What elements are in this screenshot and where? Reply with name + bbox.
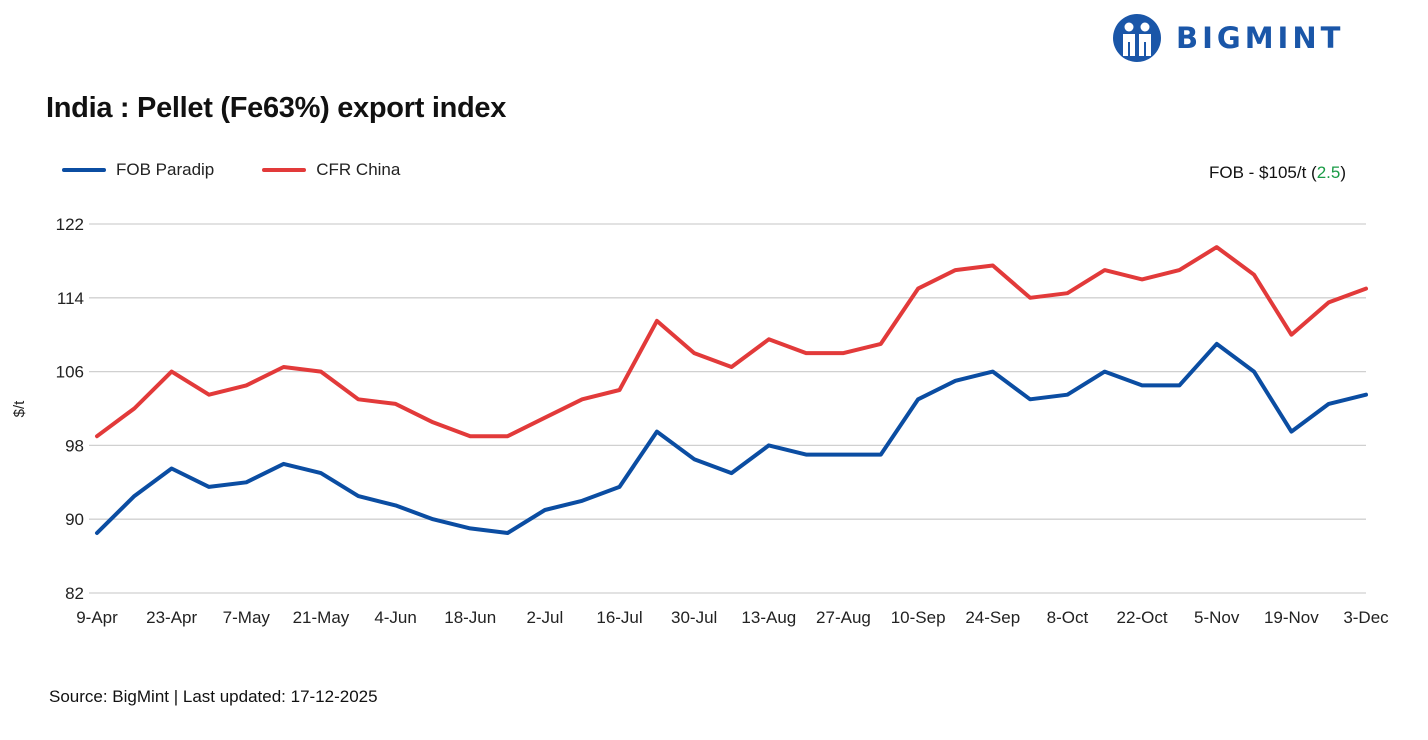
x-tick-label: 8-Oct [1047,608,1089,627]
legend-label-fob-paradip: FOB Paradip [116,160,215,179]
legend-item-fob-paradip: FOB Paradip [62,160,214,180]
brand-name: BIGMINT [1176,21,1345,55]
x-tick-label: 3-Dec [1343,608,1389,627]
x-tick-label: 30-Jul [671,608,717,627]
series-line-cfr-china [95,245,1368,439]
source-note: Source: BigMint | Last updated: 17-12-20… [49,687,378,706]
y-axis-label: $/t [11,400,28,418]
series-lines [95,245,1368,535]
x-tick-label: 10-Sep [891,608,946,627]
chart-legend: FOB Paradip CFR China [62,160,448,180]
legend-item-cfr-china: CFR China [262,160,400,180]
x-tick-label: 19-Nov [1264,608,1319,627]
x-tick-label: 27-Aug [816,608,871,627]
price-note-suffix: ) [1340,163,1346,182]
y-tick-label: 82 [65,584,84,603]
price-note-prefix: FOB - $105/t ( [1208,163,1317,182]
x-tick-label: 22-Oct [1117,608,1168,627]
x-tick-label: 2-Jul [526,608,563,627]
y-tick-label: 98 [65,436,84,455]
bigmint-figures-icon [1113,14,1161,62]
brand-logo: BIGMINT [1112,12,1344,64]
y-tick-label: 106 [56,363,84,382]
y-tick-label: 90 [65,510,84,529]
x-tick-label: 4-Jun [374,608,417,627]
legend-swatch-cfr-china [262,168,307,172]
legend-swatch-fob-paradip [62,168,106,172]
y-tick-label: 114 [57,289,84,308]
price-note: FOB - $105/t (2.5) [1209,163,1346,183]
x-tick-label: 24-Sep [965,608,1020,627]
x-tick-label: 23-Apr [146,608,197,627]
price-change: 2.5 [1316,163,1341,182]
y-tick-label: 122 [56,215,84,234]
x-tick-label: 21-May [293,608,350,627]
x-tick-label: 7-May [223,608,271,627]
x-tick-label: 18-Jun [444,608,496,627]
chart-title: India : Pellet (Fe63%) export index [46,92,507,124]
line-chart: 82 90 98 106 114 122 9-Apr 23-Apr 7-May 21-May 4-… [11,215,1389,627]
y-tick-labels: 82 90 98 106 114 122 [56,215,84,603]
legend-label-cfr-china: CFR China [316,160,401,179]
series-line-fob-paradip [95,341,1368,535]
grid-lines [89,223,1366,594]
x-tick-label: 13-Aug [741,608,796,627]
x-tick-labels: 9-Apr 23-Apr 7-May 21-May 4-Jun 18-Jun 2-Jul 16… [76,608,1389,627]
x-tick-label: 16-Jul [596,608,642,627]
x-tick-label: 5-Nov [1194,608,1240,627]
x-tick-label: 9-Apr [76,608,118,627]
